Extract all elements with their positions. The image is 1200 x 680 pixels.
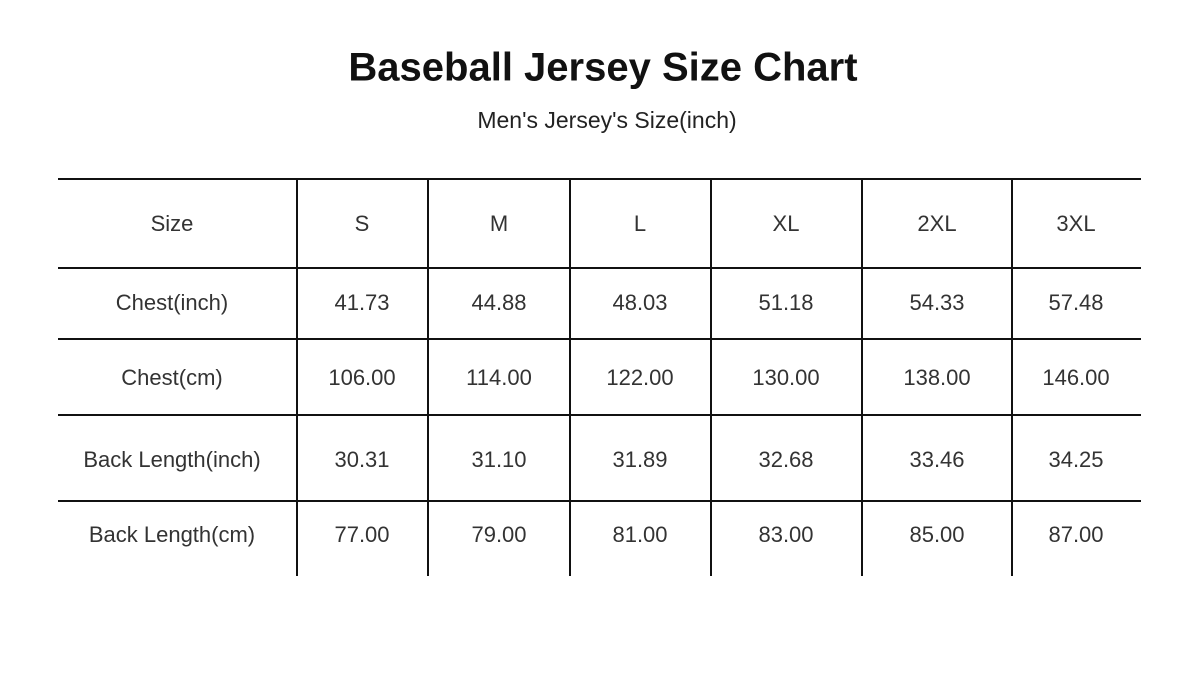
row-label: Back Length(inch) (83, 447, 260, 472)
title: Baseball Jersey Size Chart (348, 46, 857, 90)
cell-value: 44.88 (471, 290, 526, 315)
cell-value: 33.46 (909, 447, 964, 472)
column-header: Size (151, 211, 194, 236)
row-label: Back Length(cm) (89, 522, 255, 547)
cell-value: 146.00 (1042, 365, 1109, 390)
column-header: XL (773, 211, 800, 236)
cell-value: 30.31 (334, 447, 389, 472)
cell-value: 114.00 (466, 365, 532, 390)
cell-value: 130.00 (752, 365, 819, 390)
column-header: S (355, 211, 370, 236)
table-rules (58, 178, 1141, 576)
cell-value: 87.00 (1048, 522, 1103, 547)
cell-value: 34.25 (1048, 447, 1103, 472)
cell-value: 81.00 (612, 522, 667, 547)
cell-value: 32.68 (758, 447, 813, 472)
subtitle: Men's Jersey's Size(inch) (477, 107, 736, 133)
cell-value: 85.00 (909, 522, 964, 547)
row-label: Chest(cm) (121, 365, 222, 390)
column-header: M (490, 211, 508, 236)
cell-value: 77.00 (334, 522, 389, 547)
cell-value: 79.00 (471, 522, 526, 547)
cell-value: 122.00 (606, 365, 673, 390)
cell-value: 48.03 (612, 290, 667, 315)
cell-value: 57.48 (1048, 290, 1103, 315)
cell-value: 106.00 (328, 365, 395, 390)
cell-value: 31.89 (612, 447, 667, 472)
cell-value: 31.10 (471, 447, 526, 472)
column-header: L (634, 211, 646, 236)
cell-value: 138.00 (903, 365, 970, 390)
row-label: Chest(inch) (116, 290, 228, 315)
cell-value: 51.18 (758, 290, 813, 315)
column-header: 3XL (1056, 211, 1095, 236)
cell-value: 83.00 (758, 522, 813, 547)
column-header: 2XL (917, 211, 956, 236)
cell-value: 54.33 (909, 290, 964, 315)
cell-value: 41.73 (334, 290, 389, 315)
